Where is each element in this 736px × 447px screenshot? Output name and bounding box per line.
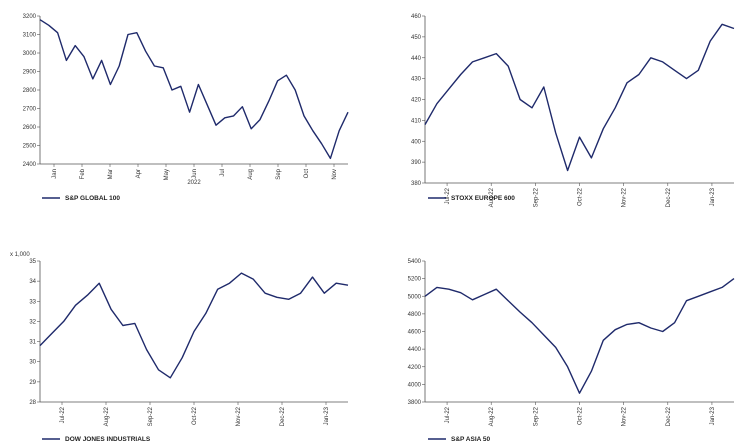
x-tick-label: Jul [220, 169, 226, 177]
x-tick-label: Aug-22 [489, 187, 495, 207]
x-tick-label: Dec-22 [280, 406, 286, 426]
y-tick-label: 2800 [23, 88, 37, 94]
x-tick-label: Nov-22 [622, 187, 628, 207]
chart-panel-1: 2400 2500 2600 2700 2800 2900 3000 3100 3200 Jan F… [23, 14, 349, 202]
x-tick-label: Dec-22 [666, 406, 672, 426]
y-tick-label: 450 [411, 35, 422, 41]
x-tick-label: Jul-22 [60, 406, 66, 423]
legend-label: S&P GLOBAL 100 [65, 195, 120, 202]
chart-panel-3: 28 29 30 31 32 33 34 35 Jul-22 Aug-22 Sep-22 Oct-22… [10, 252, 349, 443]
y-tick-label: 35 [29, 259, 36, 265]
x-tick-label: Aug [248, 169, 254, 180]
y-tick-label: 4400 [408, 347, 422, 353]
y-tick-label: 32 [29, 319, 36, 325]
y-tick-label: 440 [411, 56, 422, 62]
x-tick-label: Jul-22 [445, 406, 451, 423]
y-tick-label: 3800 [408, 400, 422, 406]
y-tick-label: 4600 [408, 330, 422, 336]
y-tick-label: 3200 [23, 14, 37, 20]
series-line [424, 23, 735, 172]
y-tick-label: 430 [411, 77, 422, 83]
y-tick-label: 400 [411, 139, 422, 145]
x-tick-label: Oct [304, 169, 310, 179]
y-tick-label: 2900 [23, 70, 37, 76]
x-tick-label: Nov-22 [236, 406, 242, 426]
legend-label: STOXX EUROPE 600 [451, 195, 515, 202]
y-axis-multiplier: x 1,000 [10, 252, 30, 258]
x-tick-label: Nov-22 [622, 406, 628, 426]
x-tick-label: Jan [52, 169, 58, 179]
y-tick-label: 4200 [408, 365, 422, 371]
series-line [424, 278, 735, 394]
y-tick-label: 460 [411, 14, 422, 20]
y-tick-label: 5000 [408, 294, 422, 300]
x-tick-label: Jun [192, 169, 198, 179]
y-tick-label: 2400 [23, 162, 37, 168]
y-tick-label: 29 [29, 380, 36, 386]
y-tick-label: 2700 [23, 107, 37, 113]
y-tick-label: 28 [29, 400, 36, 406]
x-tick-label: Mar [108, 169, 114, 179]
x-tick-label: May [164, 169, 170, 180]
y-tick-label: 380 [411, 181, 422, 187]
y-tick-label: 4800 [408, 312, 422, 318]
y-tick-label: 5200 [408, 277, 422, 283]
x-tick-label: Nov [332, 169, 338, 180]
y-tick-label: 5400 [408, 259, 422, 265]
x-tick-label: Oct-22 [192, 406, 198, 425]
legend-label: S&P ASIA 50 [451, 436, 491, 443]
y-tick-label: 420 [411, 98, 422, 104]
y-tick-label: 3000 [23, 51, 37, 57]
x-tick-label: Jan-23 [710, 187, 716, 206]
series-line [39, 19, 349, 160]
y-tick-label: 33 [29, 299, 36, 305]
x-tick-label: Apr [136, 169, 142, 178]
y-tick-label: 3100 [23, 33, 37, 39]
y-tick-label: 410 [411, 118, 422, 124]
x-tick-label: Feb [80, 168, 86, 179]
chart-panel-4: 3800 4000 4200 4400 4600 4800 5000 5200 5400 Jul-… [408, 259, 735, 443]
y-tick-label: 2600 [23, 125, 37, 131]
x-tick-label: Oct-22 [578, 187, 584, 206]
x-tick-label: Sep-22 [148, 406, 154, 426]
y-tick-label: 390 [411, 160, 422, 166]
legend-label: DOW JONES INDUSTRIALS [65, 436, 151, 443]
x-tick-label: Aug-22 [489, 406, 495, 426]
x-tick-label: Sep [276, 168, 282, 179]
x-tick-label: Sep-22 [533, 406, 539, 426]
x-tick-label: Aug-22 [104, 406, 110, 426]
y-tick-label: 4000 [408, 382, 422, 388]
x-tick-label: Jul-22 [445, 187, 451, 204]
x-axis-sub-label: 2022 [187, 180, 201, 186]
y-tick-label: 34 [29, 279, 36, 285]
y-tick-label: 2500 [23, 144, 37, 150]
x-tick-label: Oct-22 [578, 406, 584, 425]
series-line [39, 272, 349, 379]
x-tick-label: Sep-22 [533, 187, 539, 207]
y-tick-label: 31 [29, 340, 36, 346]
x-tick-label: Jan-23 [710, 406, 716, 425]
x-tick-label: Jan-23 [324, 406, 330, 425]
y-tick-label: 30 [29, 360, 36, 366]
x-tick-label: Dec-22 [666, 187, 672, 207]
